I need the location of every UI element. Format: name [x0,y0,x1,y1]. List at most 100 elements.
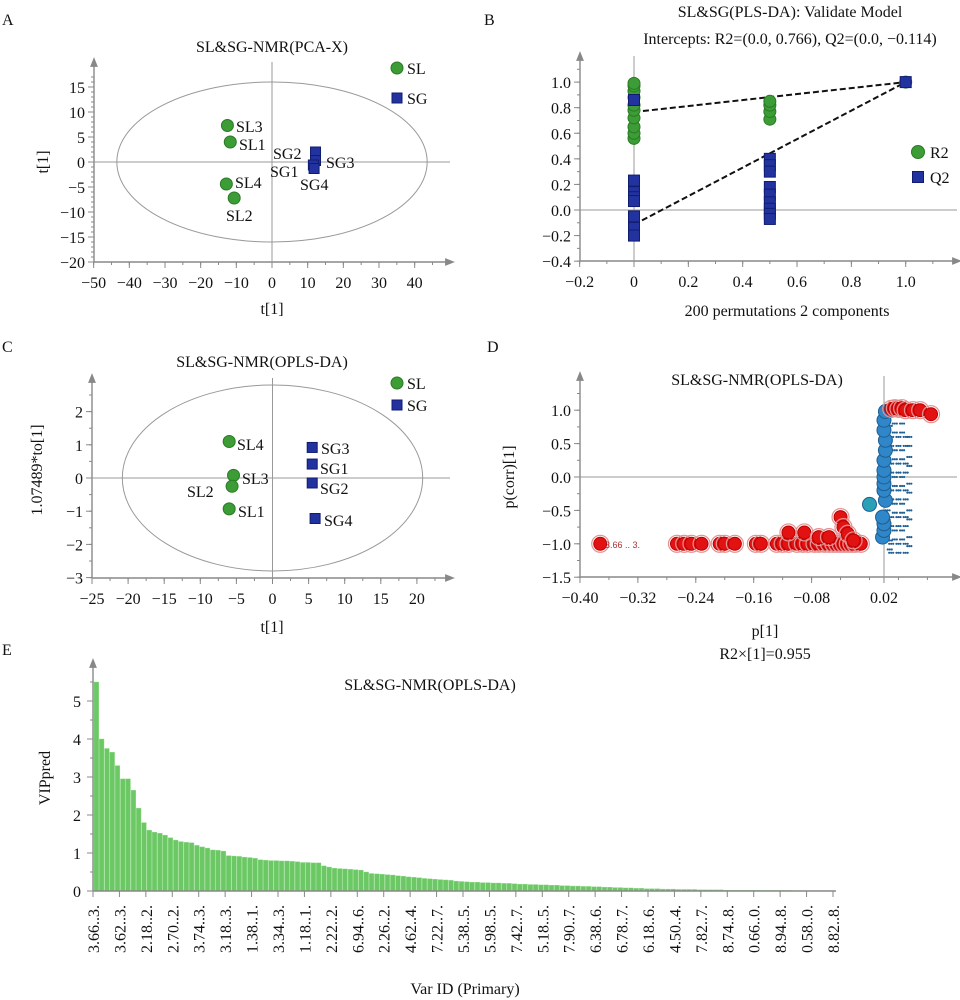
y-tick-label: 0 [73,884,81,901]
vip-bar [300,862,306,892]
loading-point-small [891,475,894,479]
loading-point-small [910,444,913,448]
vip-bar [125,778,131,892]
loading-point-small [893,511,896,514]
loading-point-small [890,515,893,519]
vip-bar [263,860,269,892]
loading-point-small [895,538,898,541]
loading-point-small [908,444,911,448]
loading-point-small [895,475,898,479]
vip-bar [252,858,258,892]
loading-point-small [892,444,895,448]
x-tick-label: 5.18..5. [535,905,552,953]
x-tick-label: 5.38..5. [456,905,473,953]
loading-point-red [924,407,939,422]
loading-point-halo [725,534,744,553]
loading-point-small [906,536,909,539]
loading-point-small [899,498,902,501]
x-tick-label: 3.66..3. [86,905,103,953]
vip-bar [533,884,539,892]
loading-point-small [902,484,906,488]
x-tick-label: 2.22..2. [324,905,341,953]
loading-point-small [899,551,902,554]
panel-label: B [484,12,495,29]
x-tick-label: 10 [300,275,316,292]
loading-point-small [899,542,902,545]
loading-point-small [888,542,891,545]
loading-point-small [895,435,898,439]
x-tick-label: 6.94..6. [350,905,367,953]
loading-point-small [886,548,889,551]
x-tick-label: −25 [79,591,104,608]
loading-point-small [910,455,913,459]
x-tick-label: 0.2 [678,274,698,291]
vip-bar [194,845,200,892]
loading-point-small [893,484,896,488]
loading-point-red [753,536,768,551]
legend-marker-sg [391,399,403,411]
x-tick-label: 0.8 [841,274,861,291]
x-tick-label: −10 [188,591,213,608]
loading-point-small [895,542,898,545]
x-tick-label: 3.62..3. [112,905,129,953]
vip-bar [469,882,475,892]
vip-bar [204,847,211,892]
loading-point-small [902,524,905,528]
data-point-sg1 [306,458,318,470]
loading-point-small [897,435,900,439]
x-axis-label: p[1] [752,623,779,640]
x-axis-label: 200 permutations 2 components [685,303,890,320]
vip-bar [120,778,126,892]
vip-bar [485,882,491,892]
vip-bar [247,857,253,892]
loading-point-small [895,498,898,501]
x-tick-label: 5.98..5. [482,905,499,953]
vip-bar [369,873,375,892]
loading-point-red [821,530,836,545]
x-axis-label: Var ID (Primary) [410,981,519,998]
vip-bar [406,876,412,892]
y-tick-label: 0.0 [551,470,571,487]
y-tick-label: −0.5 [542,503,571,520]
vip-bar [199,846,205,892]
y-tick-label: −0.2 [542,229,571,246]
x-tick-label: 0.4 [733,274,753,291]
data-point-sl4 [222,434,236,448]
data-point-sl3 [227,468,241,482]
data-point-q2 [628,94,640,107]
loading-point-small [902,462,905,465]
loading-point-blue [862,496,877,512]
loading-point-small [906,435,909,439]
vip-bar [99,738,105,892]
loading-point-small [893,529,896,532]
loading-point-small [904,489,907,492]
loading-point-small [900,502,904,505]
vip-bar [390,874,396,892]
y-axis-label: t[1] [35,150,52,173]
loading-point-small [897,515,900,519]
loading-point-small [895,515,898,519]
loading-point-red [727,536,742,551]
loading-point-small [895,431,898,434]
data-point-sl3 [220,119,234,132]
loading-point-halo [844,531,863,550]
loading-point-small [891,431,894,434]
loading-point-small [906,455,909,459]
y-tick-label: 1 [75,438,83,455]
loading-point-small [891,529,894,532]
vip-bar [543,884,549,892]
vip-bar [284,860,290,892]
chart-title: SL&SG-NMR(OPLS-DA) [176,354,348,371]
loading-point-small [895,444,898,448]
x-tick-label: 0.02 [870,590,898,607]
loading-point-small [902,475,906,479]
x-tick-label: −0.40 [561,590,598,607]
point-label: SG3 [326,155,354,172]
loading-point-small [906,471,909,474]
loading-point-small [900,484,904,488]
vip-bar [427,878,433,892]
legend-label-q2: Q2 [930,170,950,187]
loading-point-small [897,462,900,465]
loading-point-red [781,525,796,540]
loading-point-small [908,491,911,494]
